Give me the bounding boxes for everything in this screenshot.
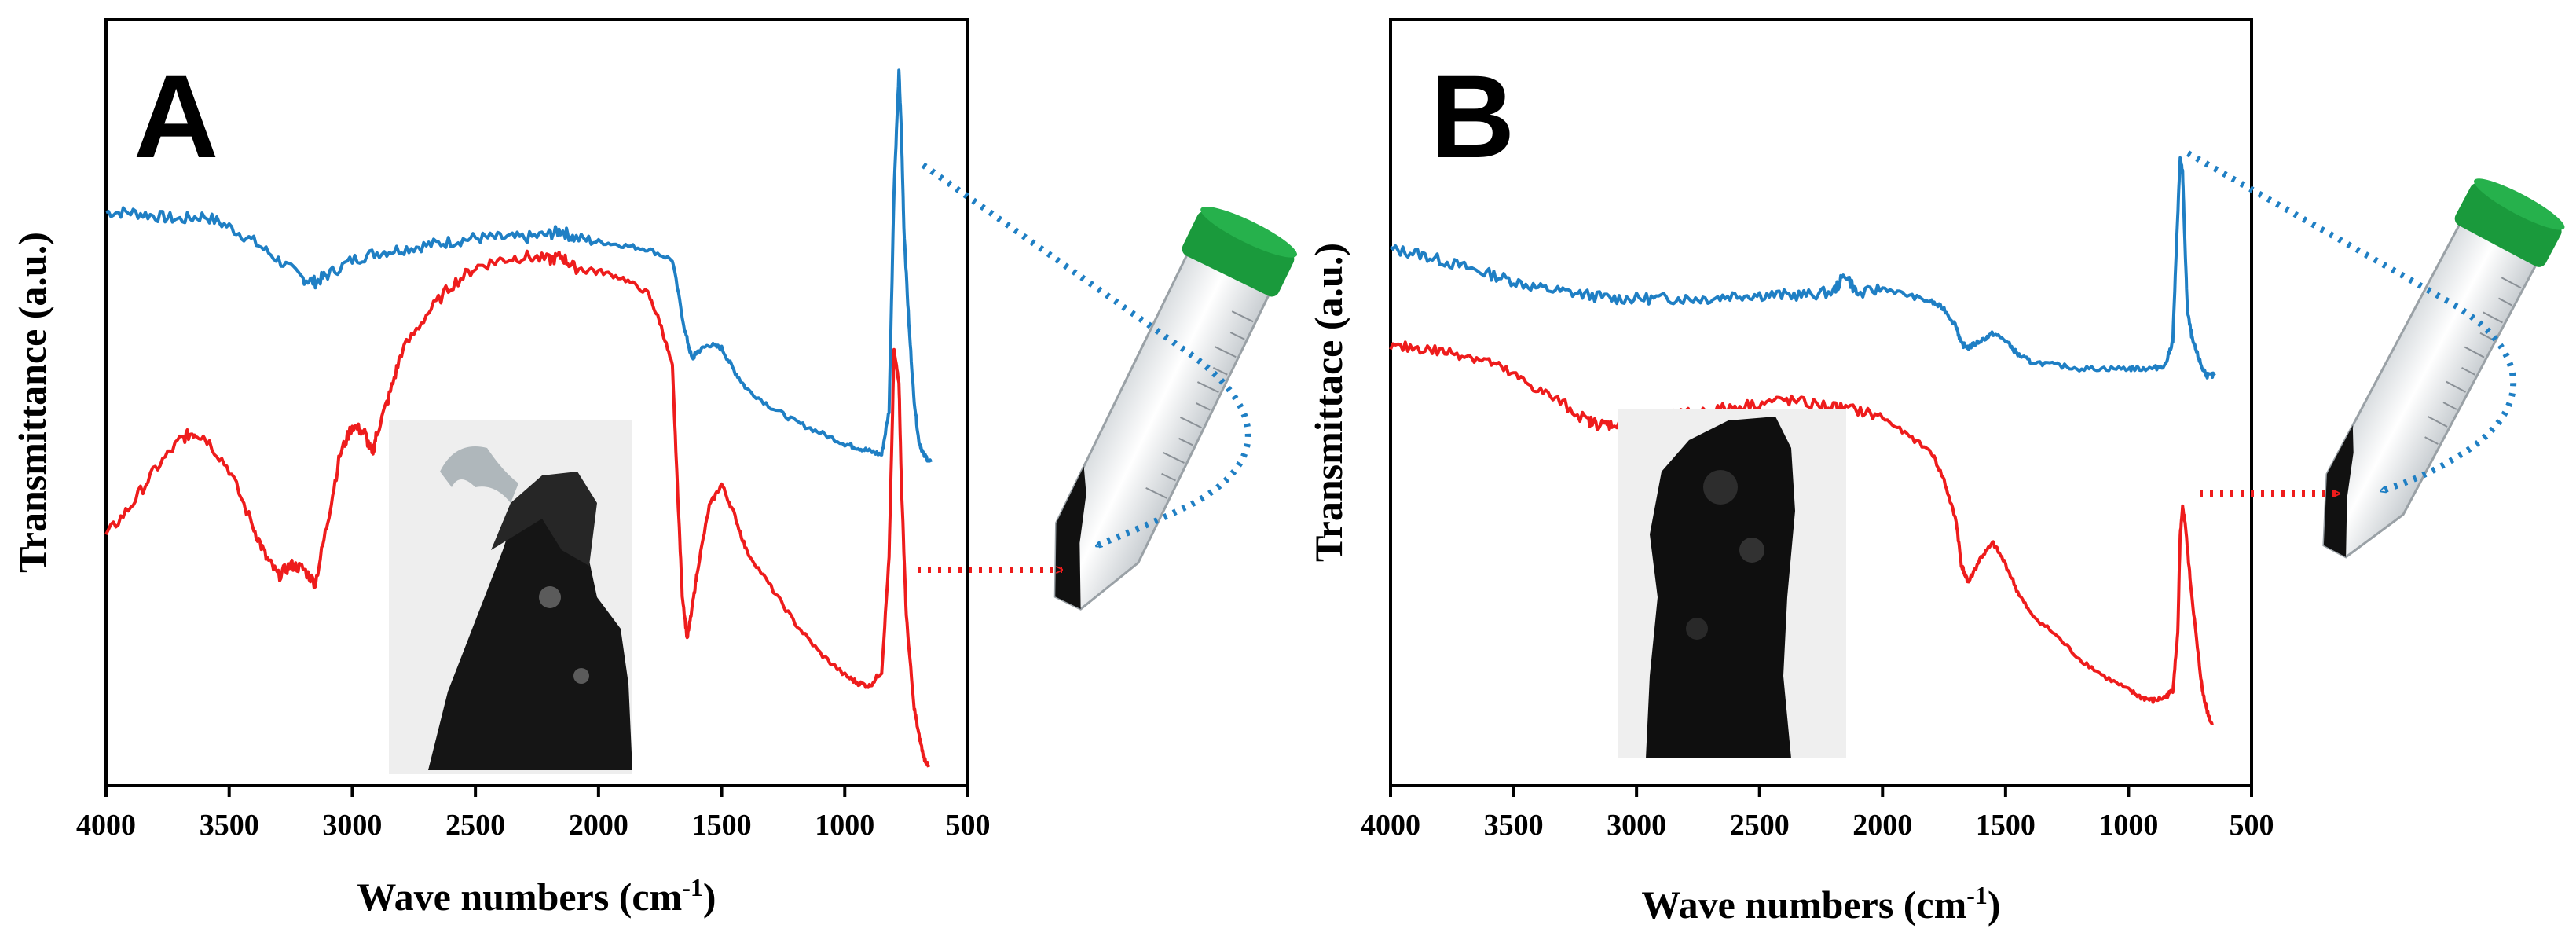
series-line-a-blue [105, 68, 933, 463]
blue-dotted-arrow-a [921, 162, 1251, 549]
x-tick-label-a-1000: 1000 [815, 809, 874, 842]
panel-b: B Transmittace (a.u.) Wave numbers (cm-1… [1306, 18, 2565, 927]
panel-a: A Transmittance (a.u.) Wave numbers (cm-… [10, 18, 1298, 919]
y-axis-title-b: Transmittace (a.u.) [1306, 243, 1350, 562]
x-tick-label-b-3500: 3500 [1484, 809, 1544, 842]
x-axis-title-a-text: Wave numbers (cm [357, 875, 682, 919]
series-group-b [1389, 156, 2216, 726]
x-tick-label-a-1500: 1500 [692, 809, 752, 842]
x-axis-title-b: Wave numbers (cm-1) [1641, 881, 2000, 927]
y-axis-title-a: Transmittance (a.u.) [10, 232, 54, 573]
x-tick-label-b-500: 500 [2230, 809, 2274, 842]
series-group-a [104, 68, 933, 768]
x-tick-label-b-1500: 1500 [1976, 809, 2036, 842]
x-axis-title-a-close: ) [703, 875, 716, 919]
x-tick-label-b-4000: 4000 [1361, 809, 1420, 842]
x-tick-label-b-2000: 2000 [1852, 809, 1912, 842]
series-line-b-blue [1389, 156, 2216, 380]
plot-frame-a [104, 18, 969, 787]
x-tick-label-b-2500: 2500 [1730, 809, 1790, 842]
tube-illustration-a [1053, 206, 1298, 611]
x-tick-label-a-4000: 4000 [76, 809, 136, 842]
series-line-a-red [104, 249, 930, 768]
x-axis-title-b-close: ) [1988, 883, 2001, 927]
plot-frame-b [1389, 18, 2253, 787]
x-tick-label-a-3500: 3500 [200, 809, 259, 842]
panel-label-b: B [1430, 50, 1515, 182]
x-ticks-b: 4000 3500 3000 2500 2000 1500 1000 500 [1361, 786, 2274, 842]
series-line-b-red [1389, 340, 2214, 726]
x-ticks-a: 4000 3500 3000 2500 2000 1500 1000 500 [76, 786, 991, 842]
x-axis-title-b-text: Wave numbers (cm [1641, 883, 1966, 927]
x-tick-label-a-3000: 3000 [322, 809, 382, 842]
x-axis-title-b-sup: -1 [1966, 881, 1988, 909]
tube-cap-b [2454, 182, 2562, 267]
x-tick-label-b-3000: 3000 [1607, 809, 1666, 842]
x-tick-label-a-500: 500 [946, 809, 991, 842]
inset-photo-a [389, 420, 632, 774]
x-tick-label-a-2000: 2000 [569, 809, 628, 842]
x-tick-label-a-2500: 2500 [445, 809, 505, 842]
x-tick-label-b-1000: 1000 [2098, 809, 2158, 842]
inset-photo-b [1618, 409, 1846, 758]
x-axis-title-a-sup: -1 [682, 873, 703, 901]
panel-label-a: A [134, 50, 218, 182]
tube-cap-a [1182, 211, 1295, 297]
x-axis-title-a: Wave numbers (cm-1) [357, 873, 716, 919]
